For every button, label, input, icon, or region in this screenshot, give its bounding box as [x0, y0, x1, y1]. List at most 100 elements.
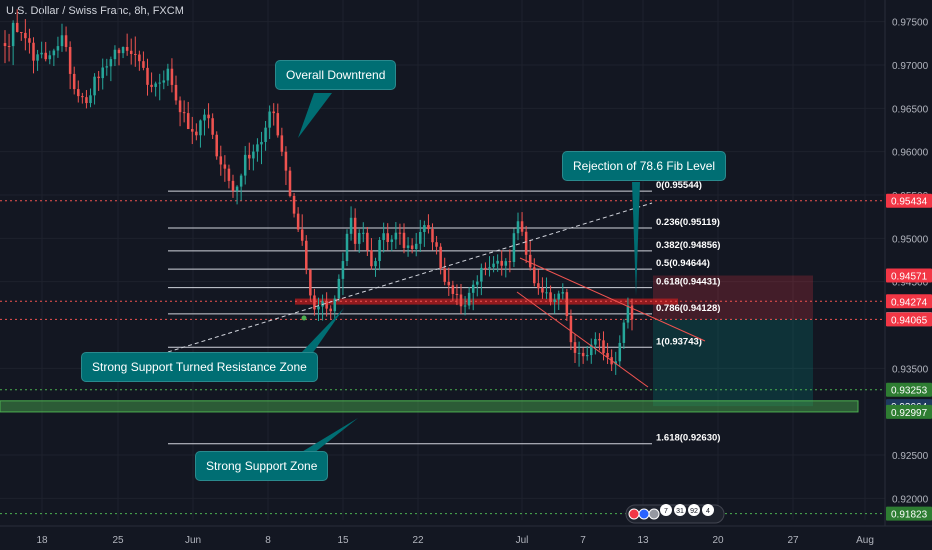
candle-body	[435, 242, 438, 247]
candle-body	[410, 245, 414, 249]
candle-body	[211, 118, 214, 135]
candle-body	[569, 315, 573, 343]
price-tag	[886, 268, 932, 283]
candle-body	[162, 80, 166, 83]
candle-body	[557, 293, 560, 300]
candle-body	[414, 243, 418, 249]
candle-body	[467, 292, 471, 306]
candle-body	[125, 46, 129, 51]
candle-body	[626, 305, 630, 323]
candle-body	[93, 76, 96, 96]
candle-body	[235, 186, 239, 191]
candle-body	[15, 22, 19, 32]
candle-body	[174, 84, 178, 101]
candle-body	[170, 68, 174, 85]
candle-body	[565, 292, 569, 316]
candle-body	[305, 240, 308, 270]
price-tick-label: 0.97500	[892, 18, 929, 29]
candle-body	[325, 301, 328, 309]
fib-label: 0.618(0.94431)	[656, 277, 720, 288]
dashed-trendline	[167, 202, 653, 353]
candle-body	[463, 305, 467, 307]
candle-body	[484, 267, 487, 269]
candle-body	[264, 127, 267, 142]
candle-body	[431, 229, 434, 243]
candle-body	[541, 288, 544, 293]
event-flag-icon	[638, 508, 650, 520]
candle-body	[195, 131, 198, 136]
candle-body	[77, 89, 80, 97]
candle-body	[362, 232, 365, 234]
candle-body	[524, 231, 528, 255]
candle-body	[386, 233, 389, 242]
candle-body	[618, 342, 622, 362]
candle-body	[150, 84, 153, 87]
candle-body	[158, 82, 161, 84]
event-count-badge	[674, 504, 686, 516]
pointer-rejection	[632, 182, 640, 296]
candle-body	[215, 134, 218, 157]
candle-body	[333, 298, 337, 312]
price-tag	[886, 294, 932, 309]
candle-body	[40, 52, 43, 55]
candle-body	[496, 260, 499, 264]
pointer-support	[300, 418, 358, 453]
candle-body	[260, 141, 263, 145]
candle-body	[598, 338, 601, 341]
zones	[0, 275, 859, 413]
candle-body	[129, 50, 133, 54]
candle-body	[243, 154, 247, 176]
candle-body	[72, 73, 76, 90]
callout-rejection: Rejection of 78.6 Fib Level	[563, 152, 726, 180]
price-tick-label: 0.95000	[892, 234, 929, 245]
candle-body	[378, 239, 381, 262]
candle-body	[272, 111, 275, 114]
candle-body	[451, 285, 455, 294]
price-tag	[886, 506, 932, 521]
candle-body	[101, 67, 104, 79]
candle-body	[504, 261, 508, 266]
candle-body	[309, 269, 312, 296]
time-tick-label: 27	[787, 535, 799, 546]
candle-body	[239, 175, 243, 187]
candle-body	[223, 164, 227, 169]
candle-body	[64, 35, 68, 47]
candle-body	[602, 340, 605, 354]
candle-body	[402, 232, 406, 248]
candle-body	[406, 245, 410, 248]
candle-body	[113, 49, 117, 60]
candle-body	[357, 232, 361, 244]
candle-body	[573, 342, 577, 353]
candle-body	[606, 353, 609, 358]
candle-body	[68, 46, 72, 74]
candle-body	[390, 239, 394, 242]
candle-body	[231, 180, 235, 191]
candle-body	[545, 292, 548, 294]
candle-body	[138, 54, 141, 62]
candle-body	[186, 113, 190, 130]
candle-body	[109, 59, 113, 67]
candle-body	[191, 129, 194, 132]
callout-resistance-zone: Strong Support Turned Resistance Zone	[82, 353, 317, 381]
signal-dot	[301, 315, 307, 321]
time-tick-label: Jun	[185, 535, 201, 546]
candle-body	[471, 284, 475, 293]
candle-body	[374, 261, 377, 267]
candle-body	[313, 295, 316, 310]
fib-label: 0(0.95544)	[656, 180, 702, 191]
candle-body	[288, 170, 292, 196]
candle-body	[492, 263, 495, 268]
candle-body	[36, 54, 39, 61]
time-tick-label: 22	[412, 535, 424, 546]
price-tag-label: 0.92997	[891, 408, 928, 419]
time-tick-label: 18	[36, 535, 48, 546]
candle-body	[121, 46, 125, 54]
price-tick-label: 0.94500	[892, 278, 929, 289]
candle-body	[182, 112, 186, 114]
fib-label: 0.786(0.94128)	[656, 303, 720, 314]
candle-body	[7, 46, 11, 48]
time-tick-label: 15	[337, 535, 349, 546]
event-count-label: 7	[664, 508, 668, 515]
candle-body	[207, 114, 210, 119]
